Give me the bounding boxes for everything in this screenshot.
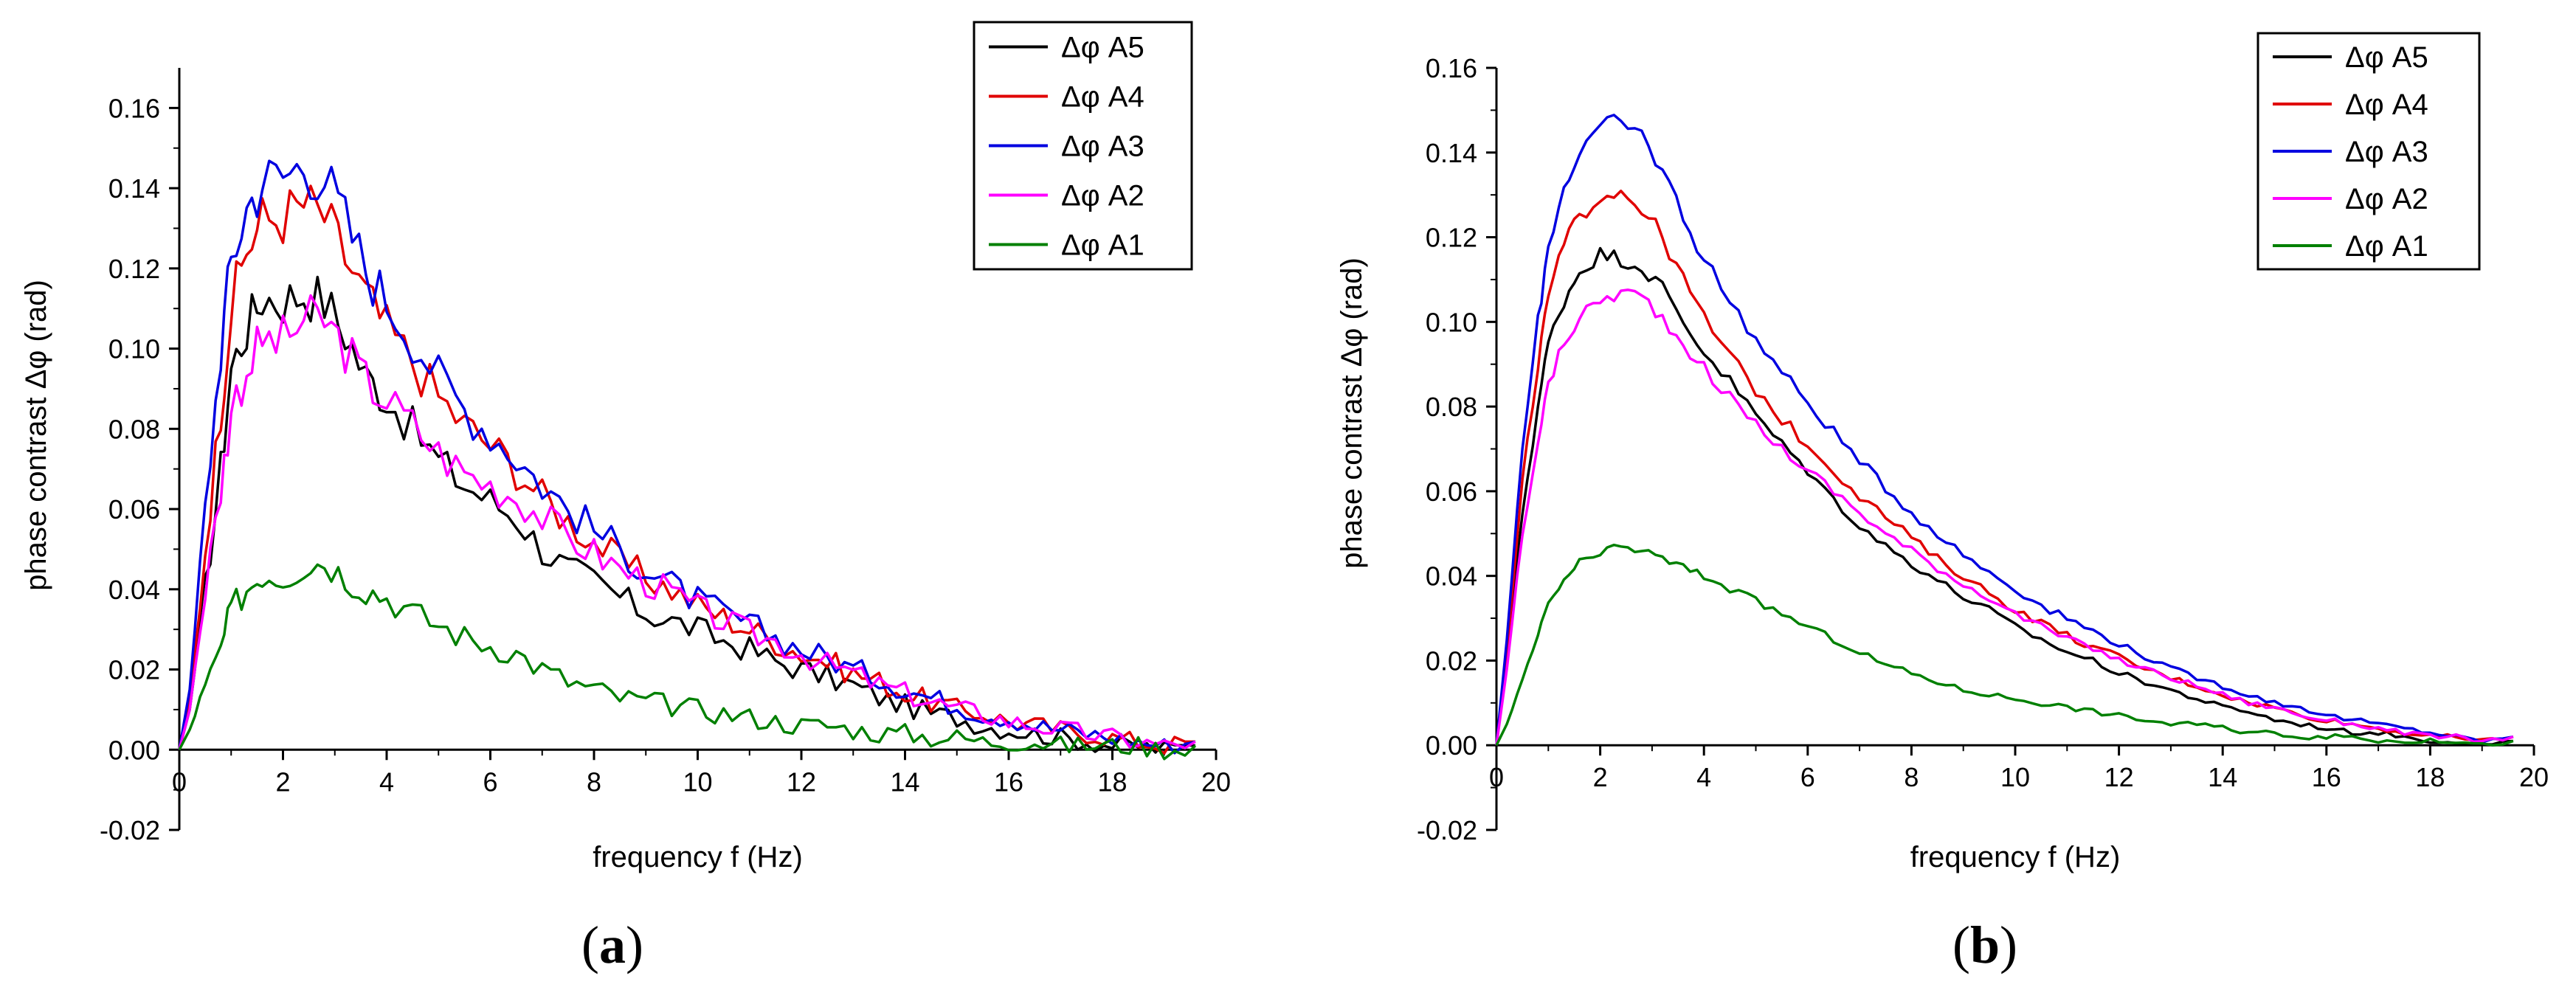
- x-tick-label: 16: [994, 766, 1023, 797]
- y-tick-label: -0.02: [100, 815, 160, 845]
- legend-label: Δφ A5: [2345, 41, 2428, 74]
- chart-panel-a: 0 2 4 6 8 10 12 14 16 18 20 -0.02 0.00 0.02 0.04 0.06 0.…: [20, 21, 1231, 975]
- y-axis-title: phase contrast Δφ (rad): [1336, 257, 1368, 569]
- legend-label: Δφ A4: [2345, 89, 2428, 121]
- x-tick-label: 14: [890, 766, 919, 797]
- x-axis-title: frequency f (Hz): [593, 841, 803, 873]
- legend-label: Δφ A2: [1061, 180, 1144, 212]
- x-tick-label: 2: [1593, 762, 1608, 792]
- y-tick-label: 0.12: [108, 254, 160, 284]
- legend-label: Δφ A3: [2345, 136, 2428, 168]
- x-tick-label: 8: [587, 766, 601, 797]
- x-tick-label: 16: [2312, 762, 2341, 792]
- y-tick-label: 0.08: [1426, 392, 1477, 422]
- x-tick-label: 10: [683, 766, 712, 797]
- y-tick-label: 0.08: [108, 414, 160, 444]
- y-tick-label: 0.02: [1426, 645, 1477, 676]
- series-line-a1: [1495, 543, 2514, 747]
- series-line-a3: [1495, 114, 2514, 746]
- y-tick-label: 0.10: [108, 334, 160, 364]
- legend-label: Δφ A4: [1061, 81, 1144, 114]
- y-tick-label: 0.12: [1426, 223, 1477, 253]
- x-tick-label: 2: [275, 766, 290, 797]
- x-tick-label: 0: [1489, 762, 1504, 792]
- y-tick-label: 0.02: [108, 655, 160, 685]
- y-axis-title: phase contrast Δφ (rad): [20, 280, 52, 591]
- legend-label: Δφ A2: [2345, 183, 2428, 215]
- x-tick-label: 6: [483, 766, 497, 797]
- series-line-a2: [178, 294, 1196, 750]
- x-tick-label: 12: [787, 766, 816, 797]
- x-tick-label: 12: [2104, 762, 2134, 792]
- x-tick-label: 20: [2519, 762, 2549, 792]
- y-tick-label: 0.16: [108, 93, 160, 123]
- y-tick-label: 0.14: [108, 173, 160, 204]
- x-tick-label: 8: [1904, 762, 1919, 792]
- series-line-a5: [178, 275, 1195, 754]
- series-line-a2: [1495, 288, 2514, 746]
- x-tick-label: 4: [379, 766, 394, 797]
- x-tick-label: 18: [2415, 762, 2445, 792]
- x-tick-label: 10: [2000, 762, 2030, 792]
- panel-label: (a): [581, 915, 643, 975]
- x-tick-label: 18: [1097, 766, 1127, 797]
- x-tick-label: 0: [172, 766, 187, 797]
- legend-label: Δφ A5: [1061, 32, 1144, 64]
- y-tick-label: 0.04: [1426, 561, 1477, 592]
- y-tick-label: 0.06: [108, 494, 160, 525]
- legend-label: Δφ A1: [2345, 230, 2428, 263]
- y-tick-label: 0.00: [1426, 730, 1477, 761]
- chart-panel-b: 0 2 4 6 8 10 12 14 16 18 20 -0.02 0.00 0.02 0.04 0.06 0.…: [1336, 32, 2549, 975]
- y-tick-label: 0.04: [108, 575, 160, 605]
- legend-label: Δφ A3: [1061, 131, 1144, 163]
- y-tick-label: 0.16: [1426, 53, 1477, 83]
- series-line-a5: [1495, 246, 2513, 746]
- y-tick-label: 0.10: [1426, 307, 1477, 337]
- series-line-a4: [1495, 190, 2514, 746]
- x-tick-label: 20: [1201, 766, 1231, 797]
- legend: Δφ A5 Δφ A4 Δφ A3 Δφ A2 Δφ A1: [2256, 32, 2481, 271]
- legend-label: Δφ A1: [1061, 229, 1144, 262]
- series-line-a4: [178, 184, 1195, 755]
- x-tick-label: 4: [1696, 762, 1711, 792]
- x-axis-title: frequency f (Hz): [1910, 841, 2121, 873]
- x-tick-label: 14: [2208, 762, 2237, 792]
- x-tick-label: 6: [1800, 762, 1815, 792]
- series-line-a1: [178, 563, 1197, 761]
- legend: Δφ A5 Δφ A4 Δφ A3 Δφ A2 Δφ A1: [973, 21, 1193, 271]
- y-tick-label: -0.02: [1417, 815, 1477, 845]
- y-tick-label: 0.14: [1426, 138, 1477, 168]
- y-tick-label: 0.00: [108, 735, 160, 765]
- y-tick-label: 0.06: [1426, 477, 1477, 507]
- panel-label: (b): [1952, 915, 2017, 975]
